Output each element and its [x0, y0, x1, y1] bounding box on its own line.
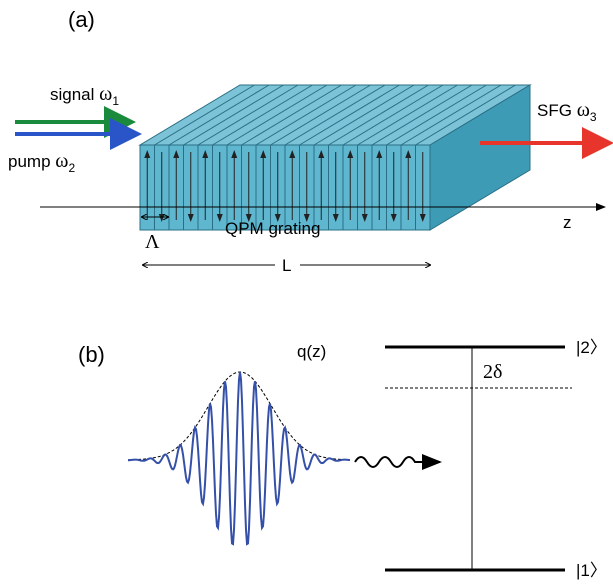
domain-arrow: [187, 214, 194, 222]
domain-arrow: [173, 150, 180, 158]
domain-arrow: [332, 214, 339, 222]
domain-wall: [328, 84, 429, 146]
domain-wall: [284, 84, 386, 146]
domain-wall: [386, 84, 487, 146]
domain-arrow: [390, 214, 397, 222]
domain-wall: [342, 84, 444, 146]
panel-label: (b): [78, 342, 105, 367]
domain-wall: [357, 84, 458, 146]
pump-label: pump ω2: [8, 150, 75, 175]
domain-wall: [226, 84, 328, 146]
domain-wall: [212, 84, 313, 146]
panel-label: (a): [68, 7, 95, 32]
detuning-label: 2δ: [483, 361, 502, 383]
axis-label: z: [563, 213, 572, 232]
domain-wall: [154, 84, 255, 146]
domain-arrow: [376, 150, 383, 158]
grating-label: QPM grating: [225, 219, 320, 238]
domain-arrow: [231, 150, 238, 158]
domain-wall: [299, 84, 400, 146]
domain-wall: [183, 84, 284, 146]
domain-arrow: [405, 150, 412, 158]
domain-arrow: [318, 150, 325, 158]
level-label: |1〉: [576, 561, 607, 580]
photon: [354, 454, 442, 470]
domain-wall: [313, 84, 415, 146]
domain-arrow: [347, 150, 354, 158]
domain-arrow: [303, 214, 310, 222]
domain-arrow: [289, 150, 296, 158]
domain-wall: [241, 84, 342, 146]
domain-wall: [415, 84, 516, 146]
crystal: [138, 84, 532, 231]
domain-wall: [197, 84, 299, 146]
signal-label: signal ω1: [50, 83, 119, 108]
length-label: L: [282, 256, 291, 275]
domain-arrow: [216, 214, 223, 222]
domain-wall: [371, 84, 473, 146]
domain-arrow: [361, 214, 368, 222]
sfg-label: SFG ω3: [537, 99, 597, 124]
domain-arrow: [245, 214, 252, 222]
domain-wall: [255, 84, 357, 146]
period-label: Λ: [145, 231, 160, 253]
domain-wall: [270, 84, 371, 146]
domain-arrow: [260, 150, 267, 158]
domain-arrow: [202, 150, 209, 158]
domain-arrow: [419, 214, 426, 222]
pulse-label: q(z): [297, 342, 326, 361]
level-label: |2〉: [576, 338, 607, 357]
pulse: [128, 371, 351, 546]
domain-wall: [168, 84, 270, 146]
domain-arrow: [274, 214, 281, 222]
domain-arrow: [144, 150, 151, 158]
domain-wall: [400, 84, 502, 146]
